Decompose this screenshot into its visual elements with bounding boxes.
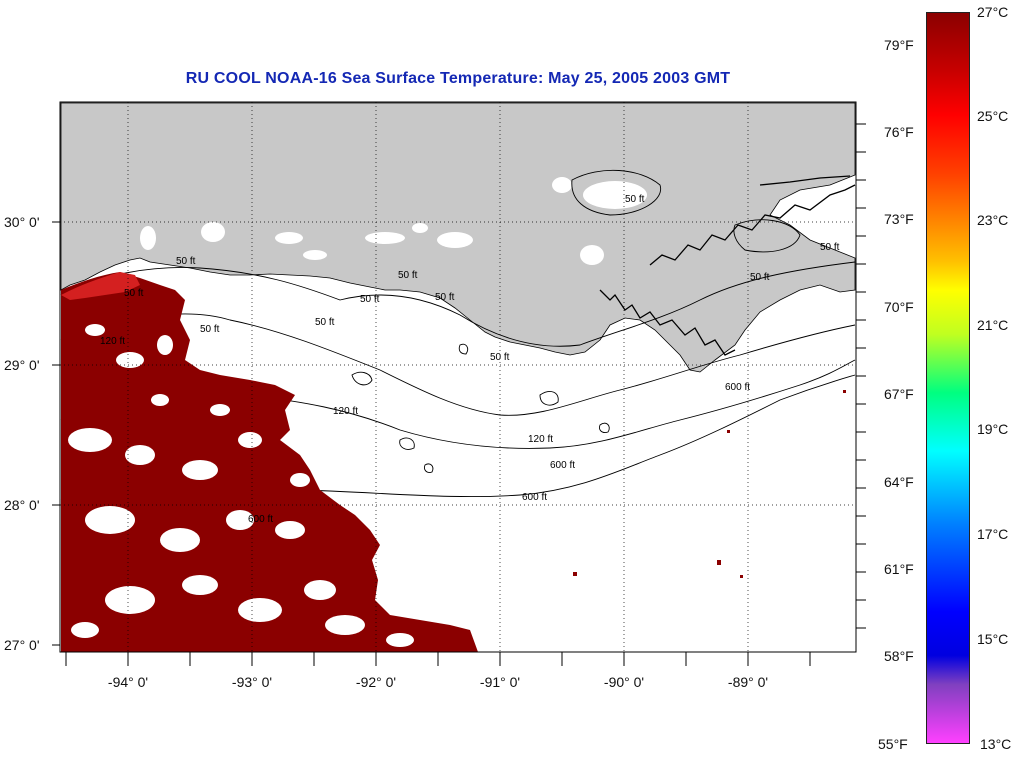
contour-label: 50 ft — [124, 288, 144, 299]
colorbar-f-label: 55°F — [878, 736, 908, 752]
grid-lines — [60, 102, 856, 652]
contour-label: 50 ft — [625, 194, 645, 205]
colorbar-f-label: 61°F — [884, 561, 914, 577]
contour-label: 50 ft — [820, 242, 840, 253]
map-frame — [59, 101, 857, 653]
colorbar-c-label: 19°C — [977, 421, 1009, 437]
chart-title: RU COOL NOAA-16 Sea Surface Temperature:… — [185, 70, 731, 87]
contour-label: 50 ft — [360, 294, 380, 305]
coastline-detail — [599, 175, 856, 356]
contour-label: 120 ft — [333, 406, 358, 417]
colorbar-f-label: 79°F — [884, 37, 914, 53]
colorbar-f-label: 70°F — [884, 299, 914, 315]
contour-label-group: 50 ft 50 ft 50 ft 50 ft 50 ft 50 ft 50 f… — [100, 194, 840, 525]
colorbar-c-label: 17°C — [977, 526, 1009, 542]
colorbar-c-label: 23°C — [977, 212, 1009, 228]
lon-label: -94° 0' — [107, 674, 149, 690]
lon-label: -93° 0' — [231, 674, 273, 690]
lat-label: 27° 0' — [4, 637, 40, 653]
colorbar — [926, 12, 970, 744]
colorbar-c-label: 13°C — [980, 736, 1012, 752]
lat-label: 29° 0' — [4, 357, 40, 373]
contour-label: 50 ft — [490, 352, 510, 363]
lat-ticks-left — [52, 221, 60, 646]
lon-label: -89° 0' — [727, 674, 769, 690]
colorbar-f-label: 73°F — [884, 211, 914, 227]
contour-label: 600 ft — [522, 492, 547, 503]
contour-label: 600 ft — [248, 514, 273, 525]
colorbar-f-label: 76°F — [884, 124, 914, 140]
colorbar-c-label: 25°C — [977, 108, 1009, 124]
contour-label: 50 ft — [176, 256, 196, 267]
contour-label: 50 ft — [200, 324, 220, 335]
contour-label: 600 ft — [725, 382, 750, 393]
lat-label: 28° 0' — [4, 497, 40, 513]
colorbar-c-label: 21°C — [977, 317, 1009, 333]
lon-label: -90° 0' — [603, 674, 645, 690]
colorbar-c-label: 15°C — [977, 631, 1009, 647]
contour-label: 50 ft — [398, 270, 418, 281]
contour-label: 600 ft — [550, 460, 575, 471]
contour-label: 50 ft — [435, 292, 455, 303]
contour-label: 50 ft — [750, 272, 770, 283]
lat-label: 30° 0' — [4, 214, 40, 230]
lon-label: -92° 0' — [355, 674, 397, 690]
contour-label: 120 ft — [100, 336, 125, 347]
colorbar-f-label: 58°F — [884, 648, 914, 664]
inland-water — [140, 177, 647, 265]
contour-label: 50 ft — [315, 317, 335, 328]
sst-data — [61, 272, 846, 652]
lat-ticks-right — [856, 123, 866, 629]
colorbar-f-label: 64°F — [884, 474, 914, 490]
colorbar-c-label: 27°C — [977, 4, 1009, 20]
lon-ticks — [65, 652, 811, 666]
contour-label: 120 ft — [528, 434, 553, 445]
lon-label: -91° 0' — [479, 674, 521, 690]
colorbar-f-label: 67°F — [884, 386, 914, 402]
